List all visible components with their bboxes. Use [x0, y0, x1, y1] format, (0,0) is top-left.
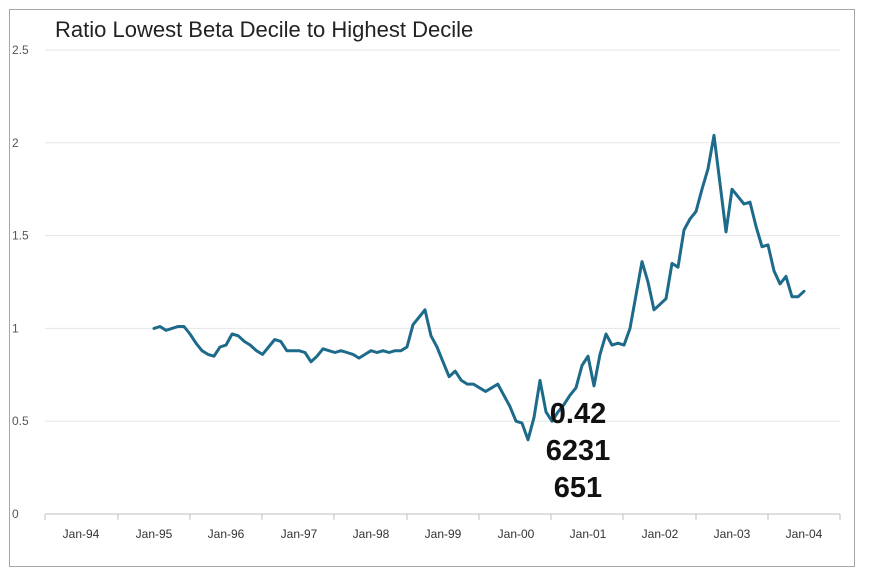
x-tick-label: Jan-04 — [786, 527, 823, 541]
x-tick-label: Jan-02 — [642, 527, 679, 541]
x-tick-label: Jan-94 — [63, 527, 100, 541]
chart-title: Ratio Lowest Beta Decile to Highest Deci… — [55, 17, 474, 42]
y-tick-label: 2 — [12, 136, 19, 150]
x-tick-label: Jan-00 — [498, 527, 535, 541]
x-tick-label: Jan-03 — [714, 527, 751, 541]
x-tick-label: Jan-99 — [425, 527, 462, 541]
callout-line-1: 0.42 — [549, 398, 607, 430]
y-tick-label: 2.5 — [12, 43, 29, 57]
callout-line-2: 6231 — [545, 435, 611, 467]
x-tick-label: Jan-95 — [136, 527, 173, 541]
callout-line-3: 651 — [553, 472, 603, 504]
x-tick-label: Jan-97 — [281, 527, 318, 541]
x-tick-label: Jan-98 — [353, 527, 390, 541]
x-tick-label: Jan-96 — [208, 527, 245, 541]
chart-frame — [9, 9, 855, 567]
series-line — [152, 133, 806, 442]
y-tick-label: 0.5 — [12, 414, 29, 428]
y-tick-label: 1.5 — [12, 229, 29, 243]
y-tick-label: 1 — [12, 321, 19, 335]
y-tick-label: 0 — [12, 507, 19, 521]
data-label-callout: 0.42 6231 651 — [540, 396, 616, 507]
x-tick-label: Jan-01 — [570, 527, 607, 541]
